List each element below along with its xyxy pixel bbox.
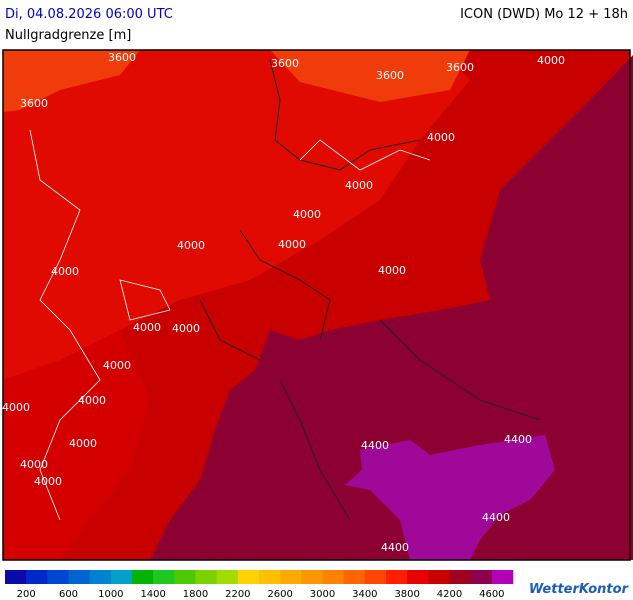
contour-label: 4400	[504, 433, 532, 446]
legend-label: 2600	[267, 589, 292, 600]
legend-swatch	[470, 570, 493, 584]
contour-label: 4000	[34, 475, 62, 488]
contour-label: 4000	[2, 401, 30, 414]
legend-label: 3400	[352, 589, 377, 600]
contour-label: 4000	[278, 238, 306, 251]
legend-swatch	[26, 570, 48, 584]
legend-swatch	[216, 570, 239, 584]
logo: WetterKontor	[529, 582, 630, 597]
contour-label: 3600	[376, 69, 404, 82]
legend-swatch	[195, 570, 217, 584]
zone-red	[3, 330, 150, 560]
zone-red	[3, 50, 470, 380]
contour-label: 4400	[482, 511, 510, 524]
datetime: Di, 04.08.2026 06:00 UTC	[5, 7, 173, 22]
legend-label: 1000	[98, 589, 123, 600]
contour-label: 4000	[51, 265, 79, 278]
legend-swatch	[386, 570, 408, 584]
zone-orange	[270, 50, 470, 102]
legend-swatch	[68, 570, 90, 584]
zone-crimson	[150, 55, 633, 560]
map-area	[2, 49, 633, 561]
contour-label: 4000	[537, 54, 565, 67]
legend-label: 600	[59, 589, 78, 600]
legend-label: 1800	[183, 589, 208, 600]
contour-label: 4000	[427, 131, 455, 144]
contour-label: 4000	[177, 239, 205, 252]
legend-label: 4200	[437, 589, 462, 600]
legend-swatch	[89, 570, 112, 584]
legend-swatch	[449, 570, 471, 584]
legend-label: 3800	[394, 589, 419, 600]
legend-swatch	[174, 570, 196, 584]
contour-label: 4400	[381, 541, 409, 554]
legend-swatch	[322, 570, 344, 584]
legend-swatch	[301, 570, 323, 584]
contour-label: 4000	[378, 264, 406, 277]
legend-swatch	[343, 570, 366, 584]
contour-label: 4000	[69, 437, 97, 450]
legend-swatch	[428, 570, 450, 584]
legend-swatch	[110, 570, 133, 584]
parameter: Nullgradgrenze [m]	[5, 28, 131, 43]
contour-label: 4000	[172, 322, 200, 335]
legend-label: 4600	[479, 589, 504, 600]
contour-label: 4000	[20, 458, 48, 471]
contour-label: 4000	[345, 179, 373, 192]
zone-orange	[3, 50, 140, 112]
legend-swatch	[132, 570, 154, 584]
contour-label: 4000	[103, 359, 131, 372]
contour-label: 3600	[108, 51, 136, 64]
zone-purple	[345, 435, 555, 560]
legend-label: 2200	[225, 589, 250, 600]
contour-label: 3600	[446, 61, 474, 74]
legend-swatch	[5, 570, 27, 584]
legend-swatch	[47, 570, 69, 584]
model-run: ICON (DWD) Mo 12 + 18h	[460, 7, 628, 22]
legend-swatch	[259, 570, 281, 584]
map-frame	[2, 49, 631, 561]
contour-label: 4000	[133, 321, 161, 334]
legend-label: 1400	[140, 589, 165, 600]
contour-label: 3600	[20, 97, 48, 110]
legend-swatch	[153, 570, 175, 584]
legend-swatch	[280, 570, 302, 584]
contour-label: 4400	[361, 439, 389, 452]
contour-lines	[29, 129, 431, 521]
legend-swatch	[364, 570, 387, 584]
contour-label: 4000	[78, 394, 106, 407]
legend-swatch	[237, 570, 260, 584]
contour-label: 4000	[293, 208, 321, 221]
legend-label: 3000	[310, 589, 335, 600]
legend-swatch	[491, 570, 514, 584]
legend-swatch	[407, 570, 429, 584]
contour-label: 3600	[271, 57, 299, 70]
legend-label: 200	[17, 589, 36, 600]
